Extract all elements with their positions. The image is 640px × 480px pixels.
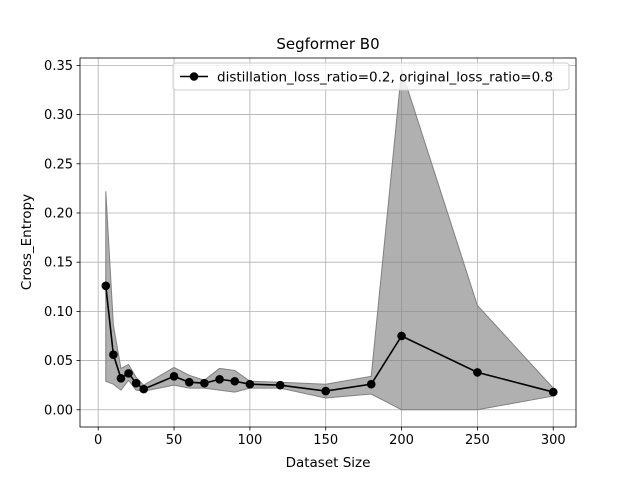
y-tick-label: 0.15: [44, 256, 73, 271]
legend-box: [172, 62, 570, 91]
x-tick-label: 100: [237, 433, 262, 448]
y-axis-label: Cross_Entropy: [19, 194, 35, 290]
chart-title: Segformer B0: [276, 35, 379, 53]
x-tick-label: 300: [541, 433, 566, 448]
data-point: [275, 380, 285, 390]
x-tick-label: 0: [94, 433, 102, 448]
data-point: [321, 386, 331, 396]
y-axis-ticks: 0.00 0.05 0.10 0.15 0.20 0.25 0.30 0.35: [44, 59, 80, 418]
plot-frame: [79, 57, 577, 428]
y-tick-label: 0.05: [44, 354, 73, 369]
data-point: [139, 384, 149, 394]
data-point: [124, 369, 133, 378]
data-point: [101, 281, 111, 291]
data-point: [200, 378, 209, 388]
data-point: [131, 378, 141, 388]
x-tick-label: 150: [313, 433, 338, 448]
legend-marker: [189, 72, 199, 81]
y-tick-label: 0.10: [44, 305, 73, 320]
data-point: [366, 379, 376, 389]
y-tick-label: 0.20: [44, 206, 73, 221]
data-point: [169, 372, 179, 381]
data-point: [548, 387, 558, 397]
data-point: [473, 368, 482, 377]
x-tick-label: 250: [465, 433, 490, 448]
x-tick-label: 200: [389, 433, 414, 448]
data-point: [116, 373, 126, 383]
data-point: [230, 376, 240, 386]
y-tick-label: 0.25: [44, 157, 73, 172]
legend-label: distillation_loss_ratio=0.2, original_lo…: [217, 70, 553, 86]
marker-layer: [101, 281, 558, 397]
y-tick-label: 0.30: [44, 108, 73, 123]
x-axis-label: Dataset Size: [286, 455, 371, 471]
y-tick-label: 0.00: [44, 403, 73, 418]
data-point: [109, 350, 118, 359]
y-tick-label: 0.35: [44, 59, 73, 74]
x-axis-ticks: 0 50 100 150 200 250 300: [94, 427, 566, 448]
data-point: [397, 331, 406, 341]
legend: distillation_loss_ratio=0.2, original_lo…: [172, 62, 570, 91]
data-point: [184, 377, 194, 387]
x-tick-label: 50: [166, 433, 183, 448]
data-point: [215, 374, 224, 384]
data-point: [245, 379, 255, 389]
